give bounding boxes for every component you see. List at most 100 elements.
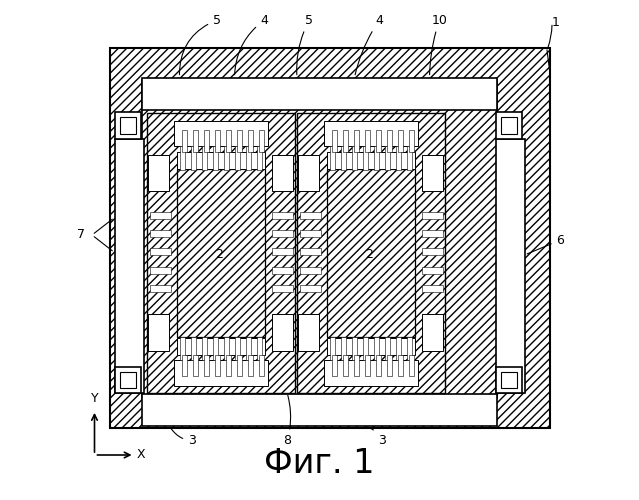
Bar [300, 230, 321, 237]
Bar [422, 284, 443, 292]
Bar [204, 354, 209, 376]
Bar [213, 146, 218, 170]
Bar [341, 146, 346, 170]
Bar [343, 354, 348, 376]
Bar [119, 118, 135, 134]
Text: Фиг. 1: Фиг. 1 [265, 447, 374, 480]
Bar [363, 336, 367, 360]
Bar [224, 146, 229, 170]
Bar [272, 154, 293, 191]
Bar [150, 230, 171, 237]
Bar [422, 154, 443, 191]
Bar [495, 112, 521, 138]
Text: 4: 4 [235, 14, 268, 74]
Bar [300, 266, 321, 274]
Bar [257, 336, 261, 360]
Bar [352, 336, 357, 360]
Bar [249, 130, 253, 152]
Bar [300, 212, 321, 219]
Bar [193, 130, 198, 152]
Bar [237, 354, 242, 376]
Bar [495, 366, 521, 392]
Bar [323, 360, 418, 386]
Bar [398, 354, 403, 376]
Bar [176, 168, 265, 336]
Text: 2: 2 [366, 248, 373, 262]
Bar [327, 152, 415, 168]
Bar [374, 336, 379, 360]
Bar [376, 354, 381, 376]
Bar [410, 354, 414, 376]
Bar [298, 154, 319, 191]
Bar [343, 130, 348, 152]
Text: 3: 3 [171, 428, 196, 448]
Bar [495, 138, 525, 392]
Bar [298, 314, 319, 350]
Bar [385, 336, 390, 360]
Text: 5: 5 [296, 14, 314, 74]
Bar [193, 354, 198, 376]
Bar [327, 168, 415, 336]
Bar [330, 336, 335, 360]
Text: 8: 8 [283, 395, 291, 448]
Bar [191, 336, 196, 360]
Bar [354, 354, 359, 376]
Text: 7: 7 [77, 228, 84, 241]
Bar [297, 112, 445, 392]
Bar [119, 372, 135, 388]
Bar [396, 146, 401, 170]
Bar [182, 354, 187, 376]
Bar [226, 354, 231, 376]
Bar [272, 266, 293, 274]
Text: X: X [137, 448, 146, 462]
Bar [259, 130, 264, 152]
Bar [174, 360, 268, 386]
Bar [148, 154, 169, 191]
Bar [366, 130, 370, 152]
Bar [385, 146, 390, 170]
Bar [237, 130, 242, 152]
Bar [327, 338, 415, 354]
Text: 4: 4 [355, 14, 383, 75]
Bar [202, 146, 206, 170]
Bar [330, 146, 335, 170]
Bar [422, 248, 443, 256]
Bar [500, 118, 516, 134]
Bar [422, 212, 443, 219]
Bar [407, 146, 412, 170]
Bar [407, 336, 412, 360]
Bar [109, 48, 550, 428]
Bar [272, 248, 293, 256]
Bar [182, 130, 187, 152]
Bar [246, 336, 250, 360]
Bar [174, 121, 268, 146]
Bar [363, 146, 367, 170]
Text: 5: 5 [180, 14, 221, 74]
Bar [235, 336, 240, 360]
Bar [176, 338, 265, 354]
Bar [147, 112, 295, 392]
Bar [114, 366, 141, 392]
Bar [142, 394, 497, 426]
Bar [398, 130, 403, 152]
Bar [114, 112, 141, 138]
Bar [387, 354, 392, 376]
Bar [204, 130, 209, 152]
Bar [180, 146, 185, 170]
Text: 6: 6 [527, 234, 564, 254]
Bar [142, 80, 497, 398]
Bar [191, 146, 196, 170]
Bar [259, 354, 264, 376]
Bar [387, 130, 392, 152]
Text: Y: Y [91, 392, 98, 405]
Bar [272, 230, 293, 237]
Bar [374, 146, 379, 170]
Text: 10: 10 [429, 14, 447, 74]
Bar [114, 138, 144, 392]
Bar [422, 314, 443, 350]
Bar [300, 248, 321, 256]
Bar [213, 336, 218, 360]
Bar [176, 152, 265, 168]
Bar [272, 284, 293, 292]
Bar [422, 230, 443, 237]
